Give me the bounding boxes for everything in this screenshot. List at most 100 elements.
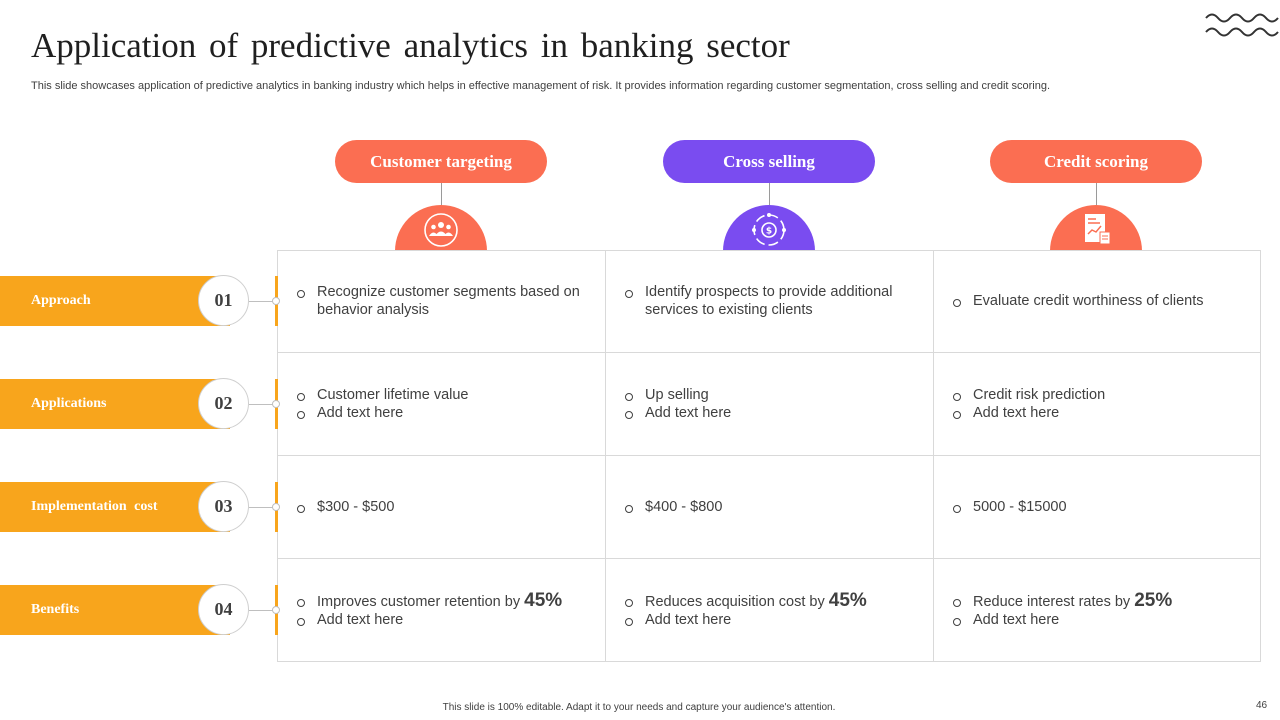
bullet-text-part: $400 - $800 (645, 499, 723, 515)
connector-line (769, 183, 770, 205)
bullet-text-part: Customer lifetime value (317, 387, 469, 403)
bullet-item: Reduces acquisition cost by 45% (625, 589, 919, 611)
table-cell: Reduces acquisition cost by 45% Add text … (605, 559, 934, 662)
bullet-text-part: Add text here (317, 611, 404, 628)
bullet-circle-icon (953, 411, 961, 419)
bullet-item: Identify prospects to provide additional… (625, 283, 919, 319)
bullet-item: Reduce interest rates by 25% (953, 589, 1246, 611)
row-label-tab: Benefits (0, 585, 230, 635)
highlight-value: 45% (524, 589, 563, 611)
bullet-item: Evaluate credit worthiness of clients (953, 292, 1246, 310)
bullet-text: Add text here (645, 404, 731, 422)
bullet-text-part: Credit risk prediction (973, 387, 1106, 403)
bullet-text-part: Add text here (645, 611, 732, 628)
connector-line (1096, 183, 1097, 205)
row-label-tab: Implementation cost (0, 482, 230, 532)
row-connector-dot (272, 297, 280, 305)
table-cell: Recognize customer segments based on beh… (277, 250, 606, 353)
row-connector-line (249, 301, 273, 302)
table-cell: 5000 - $15000 (933, 456, 1261, 559)
bullet-text: Evaluate credit worthiness of clients (973, 292, 1204, 310)
bullet-item: $400 - $800 (625, 498, 919, 516)
bullet-text: Up selling (645, 386, 709, 404)
row-label: Applications (31, 396, 107, 411)
bullet-circle-icon (953, 299, 961, 307)
bullet-circle-icon (297, 393, 305, 401)
bullet-text: Improves customer retention by 45% (317, 589, 563, 611)
bullet-text: Credit risk prediction (973, 386, 1105, 404)
row-connector-dot (272, 503, 280, 511)
bullet-item: Recognize customer segments based on beh… (297, 283, 591, 319)
page-subtitle: This slide showcases application of pred… (31, 80, 1051, 92)
row-connector-line (249, 507, 273, 508)
bullet-text-part: Add text here (973, 405, 1060, 421)
bullet-text: Reduces acquisition cost by 45% (645, 589, 867, 611)
bullet-text-part: Add text here (317, 405, 404, 421)
bullet-item: Customer lifetime value (297, 386, 591, 404)
row-number-badge: 02 (198, 378, 249, 429)
bullet-text: Add text here (317, 404, 403, 422)
content-table: Recognize customer segments based on beh… (277, 250, 1261, 662)
bullet-item: Add text here (297, 404, 591, 422)
table-cell: $300 - $500 (277, 456, 606, 559)
table-cell: Credit risk prediction Add text here (933, 353, 1261, 456)
table-cell: Improves customer retention by 45% Add te… (277, 559, 606, 662)
bullet-text-part: $300 - $500 (317, 499, 395, 515)
bullet-text-part: Identify prospects to provide additional… (645, 284, 893, 318)
page-number: 46 (1256, 700, 1268, 711)
bullet-text-part: Reduces acquisition cost by (645, 593, 829, 610)
highlight-value: 25% (1134, 589, 1173, 611)
row-connector-dot (272, 400, 280, 408)
bullet-circle-icon (625, 505, 633, 513)
bullet-text-part: Recognize customer segments based on beh… (317, 284, 580, 318)
row-label-tab: Approach (0, 276, 230, 326)
bullet-circle-icon (625, 617, 633, 626)
bullet-text: Add text here (645, 611, 731, 629)
bullet-item: Add text here (625, 404, 919, 422)
table-cell: $400 - $800 (605, 456, 934, 559)
bullet-text: Add text here (973, 404, 1059, 422)
bullet-text: Add text here (973, 611, 1059, 629)
bullet-text-part: Improves customer retention by (317, 593, 525, 610)
bullet-text-part: 5000 - $15000 (973, 499, 1067, 515)
highlight-value: 45% (828, 589, 867, 611)
row-connector-dot (272, 606, 280, 614)
column-header-cross-selling: Cross selling (663, 140, 875, 183)
bullet-text-part: Add text here (973, 611, 1060, 628)
svg-text:$: $ (766, 227, 772, 237)
row-connector-line (249, 610, 273, 611)
bullet-text: Customer lifetime value (317, 386, 469, 404)
bullet-circle-icon (297, 290, 305, 298)
bullet-circle-icon (625, 290, 633, 298)
bullet-circle-icon (953, 505, 961, 513)
bullet-item: $300 - $500 (297, 498, 591, 516)
bullet-text: Recognize customer segments based on beh… (317, 283, 591, 319)
row-connector-line (249, 404, 273, 405)
bullet-item: Add text here (953, 611, 1246, 629)
row-label: Implementation cost (31, 499, 158, 514)
row-label: Benefits (31, 602, 80, 617)
column-header-customer-targeting: Customer targeting (335, 140, 547, 183)
bullet-text-part: Evaluate credit worthiness of clients (973, 293, 1204, 309)
bullet-item: 5000 - $15000 (953, 498, 1246, 516)
bullet-text: $300 - $500 (317, 498, 394, 516)
bullet-circle-icon (297, 505, 305, 513)
row-label: Approach (31, 293, 91, 308)
column-header-credit-scoring: Credit scoring (990, 140, 1202, 183)
bullet-item: Add text here (953, 404, 1246, 422)
bullet-item: Add text here (297, 611, 591, 629)
row-number-badge: 04 (198, 584, 249, 635)
bullet-text: Identify prospects to provide additional… (645, 283, 919, 319)
bullet-circle-icon (625, 411, 633, 419)
bullet-text: 5000 - $15000 (973, 498, 1067, 516)
table-cell: Customer lifetime value Add text here (277, 353, 606, 456)
table-cell: Reduce interest rates by 25% Add text her… (933, 559, 1261, 662)
bullet-circle-icon (953, 598, 961, 607)
bullet-text: Reduce interest rates by 25% (973, 589, 1173, 611)
bullet-circle-icon (953, 393, 961, 401)
row-number-badge: 03 (198, 481, 249, 532)
bullet-text: $400 - $800 (645, 498, 722, 516)
bullet-text-part: Add text here (645, 405, 732, 421)
page-title: Application of predictive analytics in b… (31, 26, 790, 65)
bullet-circle-icon (297, 617, 305, 626)
